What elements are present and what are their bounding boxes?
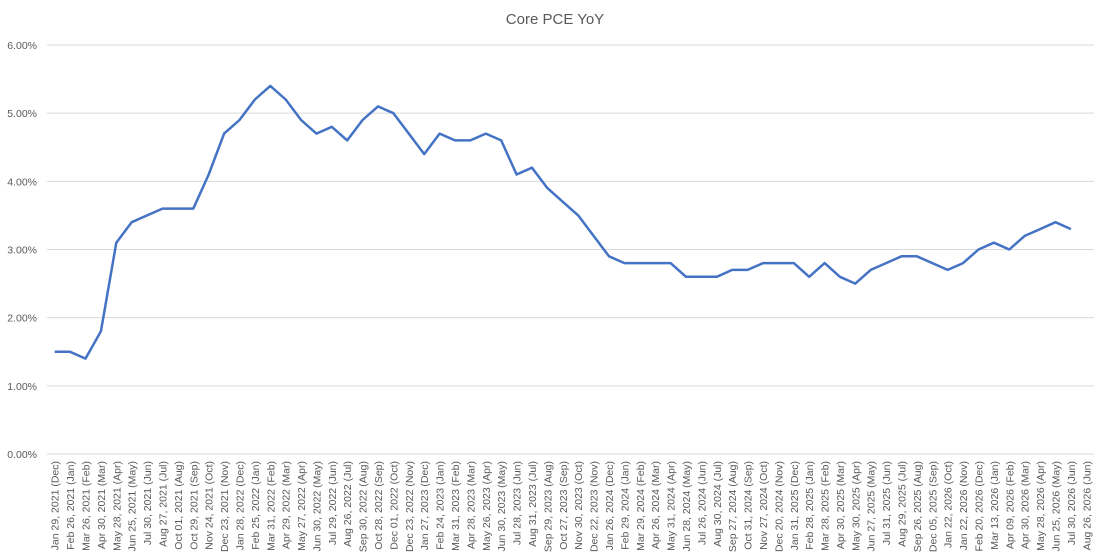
x-tick-label: Jan 27, 2023 (Dec) bbox=[419, 461, 431, 550]
x-tick-label: Jul 26, 2024 (Jun) bbox=[696, 461, 708, 545]
y-tick-label: 6.00% bbox=[7, 40, 37, 52]
x-tick-label: Dec 22, 2023 (Nov) bbox=[589, 461, 601, 552]
x-tick-label: Jul 30, 2026 (Jun) bbox=[1066, 461, 1078, 545]
x-tick-label: May 31, 2024 (Apr) bbox=[666, 461, 678, 551]
x-tick-label: Nov 24, 2021 (Oct) bbox=[204, 461, 216, 550]
x-tick-label: Oct 29, 2021 (Sep) bbox=[188, 461, 200, 550]
x-tick-label: Apr 28, 2023 (Mar) bbox=[465, 461, 477, 549]
x-tick-label: Jul 31, 2025 (Jun) bbox=[881, 461, 893, 545]
x-tick-label: Feb 20, 2026 (Dec) bbox=[974, 461, 986, 551]
x-tick-label: Jun 25, 2026 (May) bbox=[1051, 461, 1063, 551]
x-tick-label: Feb 29, 2024 (Jan) bbox=[619, 461, 631, 550]
x-tick-label: Apr 30, 2026 (Mar) bbox=[1020, 461, 1032, 549]
x-tick-label: May 27, 2022 (Apr) bbox=[296, 461, 308, 551]
x-tick-label: Sep 29, 2023 (Aug) bbox=[542, 461, 554, 552]
x-tick-label: May 28, 2021 (Apr) bbox=[111, 461, 123, 551]
x-tick-label: Jan 28, 2022 (Dec) bbox=[234, 461, 246, 550]
x-tick-label: Apr 30, 2025 (Mar) bbox=[835, 461, 847, 549]
x-tick-label: Dec 01, 2022 (Oct) bbox=[388, 461, 400, 550]
x-tick-label: Oct 27, 2023 (Sep) bbox=[558, 461, 570, 550]
x-tick-label: Jan 22, 2026 (Oct) bbox=[943, 461, 955, 548]
x-tick-label: Jul 30, 2021 (Jun) bbox=[142, 461, 154, 545]
x-tick-label: Aug 31, 2023 (Jul) bbox=[527, 461, 539, 547]
x-tick-label: Oct 31, 2024 (Sep) bbox=[743, 461, 755, 550]
x-tick-label: Jun 27, 2025 (May) bbox=[866, 461, 878, 551]
x-tick-label: Jun 25, 2021 (May) bbox=[127, 461, 139, 551]
x-tick-label: Dec 23, 2022 (Nov) bbox=[404, 461, 416, 552]
x-tick-label: Feb 26, 2021 (Jan) bbox=[65, 461, 77, 550]
y-tick-label: 2.00% bbox=[7, 313, 37, 325]
x-tick-label: Jan 29, 2021 (Dec) bbox=[50, 461, 62, 550]
x-tick-label: May 28, 2026 (Apr) bbox=[1035, 461, 1047, 551]
x-tick-label: May 30, 2025 (Apr) bbox=[850, 461, 862, 551]
x-tick-label: Aug 27, 2021 (Jul) bbox=[157, 461, 169, 547]
x-tick-label: Mar 31, 2023 (Feb) bbox=[450, 461, 462, 551]
y-tick-label: 0.00% bbox=[7, 449, 37, 461]
x-tick-label: Jul 28, 2023 (Jun) bbox=[512, 461, 524, 545]
x-tick-label: Feb 28, 2025 (Jan) bbox=[804, 461, 816, 550]
data-line bbox=[54, 84, 1072, 360]
x-tick-label: Jul 29, 2022 (Jun) bbox=[327, 461, 339, 545]
y-tick-label: 4.00% bbox=[7, 176, 37, 188]
x-tick-label: Apr 29, 2022 (Mar) bbox=[281, 461, 293, 549]
y-tick-label: 5.00% bbox=[7, 108, 37, 120]
x-tick-label: Sep 26, 2025 (Aug) bbox=[912, 461, 924, 552]
x-tick-label: Dec 20, 2024 (Nov) bbox=[773, 461, 785, 552]
x-tick-label: Apr 26, 2024 (Mar) bbox=[650, 461, 662, 549]
x-tick-label: Feb 25, 2022 (Jan) bbox=[250, 461, 262, 550]
x-tick-label: Mar 31, 2022 (Feb) bbox=[265, 461, 277, 551]
x-tick-label: Mar 26, 2021 (Feb) bbox=[80, 461, 92, 551]
x-tick-label: Aug 26, 2026 (Jun) bbox=[1081, 461, 1093, 550]
x-tick-label: Apr 30, 2021 (Mar) bbox=[96, 461, 108, 549]
x-tick-label: Aug 29, 2025 (Jul) bbox=[897, 461, 909, 547]
x-tick-label: Nov 30, 2023 (Oct) bbox=[573, 461, 585, 550]
x-tick-label: Oct 01, 2021 (Aug) bbox=[173, 461, 185, 550]
x-tick-label: Jun 30, 2022 (May) bbox=[311, 461, 323, 551]
y-tick-label: 3.00% bbox=[7, 245, 37, 257]
x-tick-label: Oct 28, 2022 (Sep) bbox=[373, 461, 385, 550]
x-tick-label: Jan 26, 2024 (Dec) bbox=[604, 461, 616, 550]
x-tick-label: Jan 22, 2026 (Nov) bbox=[958, 461, 970, 550]
x-tick-label: May 26, 2023 (Apr) bbox=[481, 461, 493, 551]
x-tick-label: Mar 13, 2026 (Jan) bbox=[989, 461, 1001, 550]
x-tick-label: Sep 30, 2022 (Aug) bbox=[358, 461, 370, 552]
x-tick-label: Jan 31, 2025 (Dec) bbox=[789, 461, 801, 550]
x-tick-label: Dec 23, 2021 (Nov) bbox=[219, 461, 231, 552]
x-tick-label: Sep 27, 2024 (Aug) bbox=[727, 461, 739, 552]
y-tick-label: 1.00% bbox=[7, 381, 37, 393]
x-tick-label: Nov 27, 2024 (Oct) bbox=[758, 461, 770, 550]
x-tick-label: Mar 29, 2024 (Feb) bbox=[635, 461, 647, 551]
x-tick-label: Aug 26, 2022 (Jul) bbox=[342, 461, 354, 547]
x-tick-label: Jun 30, 2023 (May) bbox=[496, 461, 508, 551]
x-tick-label: Apr 09, 2026 (Feb) bbox=[1004, 461, 1016, 549]
x-tick-label: Dec 05, 2025 (Sep) bbox=[927, 461, 939, 552]
x-tick-label: Mar 28, 2025 (Feb) bbox=[820, 461, 832, 551]
x-tick-label: Feb 24, 2023 (Jan) bbox=[435, 461, 447, 550]
x-tick-label: Aug 30, 2024 (Jul) bbox=[712, 461, 724, 547]
chart-title: Core PCE YoY bbox=[506, 11, 604, 28]
x-tick-label: Jun 28, 2024 (May) bbox=[681, 461, 693, 551]
